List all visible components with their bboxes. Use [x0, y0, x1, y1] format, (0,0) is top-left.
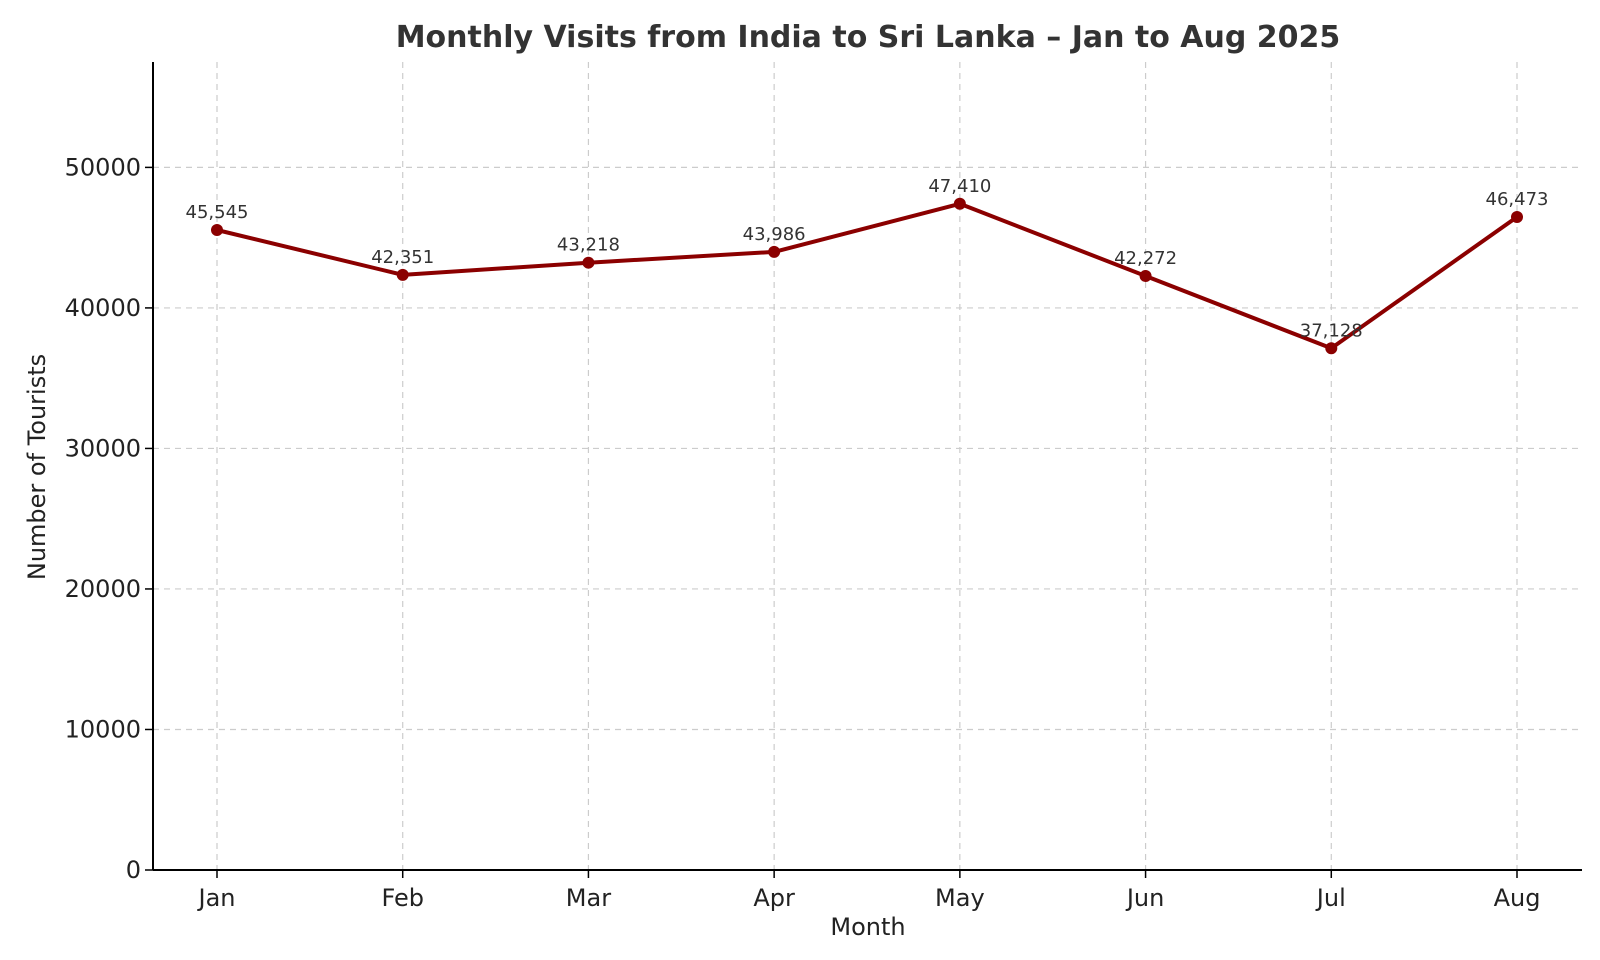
data-label-mar: 43,218 [557, 235, 620, 256]
series-layer [211, 197, 1523, 355]
data-point-apr [768, 245, 781, 258]
x-tick-label-jan: Jan [197, 884, 236, 912]
data-label-jan: 45,545 [186, 202, 249, 223]
y-tick-label-10000: 10000 [65, 715, 141, 743]
axes-layer: 0 10000 20000 30000 40000 50000 Jan Feb Mar Apr Ma… [65, 62, 1582, 912]
data-point-jun [1139, 269, 1152, 282]
y-tick-label-30000: 30000 [65, 434, 141, 462]
y-axis-label: Number of Tourists [23, 354, 51, 580]
y-tick-label-20000: 20000 [65, 575, 141, 603]
x-tick-label-feb: Feb [381, 884, 424, 912]
data-label-jul: 37,128 [1300, 320, 1363, 341]
x-tick-label-mar: Mar [566, 884, 611, 912]
data-point-aug [1511, 210, 1523, 223]
y-tick-label-0: 0 [126, 856, 141, 884]
data-label-jun: 42,272 [1114, 248, 1177, 269]
data-point-jan [211, 223, 223, 236]
chart-title: Monthly Visits from India to Sri Lanka –… [396, 20, 1341, 55]
data-point-mar [582, 256, 595, 269]
data-label-aug: 46,473 [1486, 189, 1549, 210]
series-line-visitors-from-india [215, 201, 1519, 351]
data-point-may [953, 197, 966, 210]
grid-layer [153, 62, 1582, 870]
x-tick-label-may: May [935, 884, 985, 912]
x-axis-label: Month [830, 913, 905, 941]
x-tick-label-jun: Jun [1125, 884, 1165, 912]
y-tick-label-40000: 40000 [65, 294, 141, 322]
x-tick-label-apr: Apr [753, 884, 795, 912]
y-tick-label-50000: 50000 [65, 153, 141, 181]
labels-layer: 45,545 42,351 43,218 43,986 47,410 42,272 37,1… [186, 176, 1549, 341]
data-label-may: 47,410 [928, 176, 991, 197]
data-point-feb [396, 268, 409, 281]
x-tick-label-aug: Aug [1494, 884, 1541, 912]
data-label-apr: 43,986 [743, 224, 806, 245]
data-label-feb: 42,351 [371, 247, 434, 268]
data-point-jul [1325, 342, 1338, 355]
x-tick-label-jul: Jul [1315, 884, 1346, 912]
